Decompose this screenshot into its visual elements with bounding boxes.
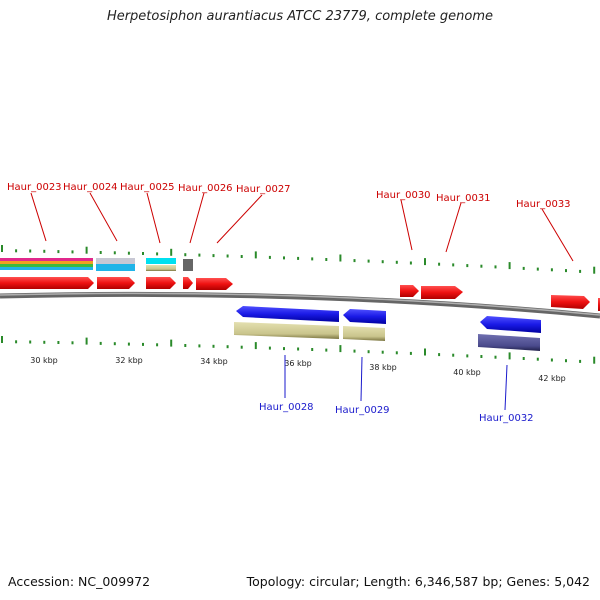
kbp-label: 42 kbp	[538, 374, 566, 383]
genome-summary-text: Topology: circular; Length: 6,346,587 bp…	[246, 574, 590, 589]
gene-arrow-0026	[183, 277, 193, 289]
kbp-label: 36 kbp	[284, 359, 312, 368]
gene-arrow-0031	[421, 286, 463, 299]
feature-tracks	[0, 258, 193, 271]
forward-genes	[0, 277, 600, 311]
gene-arrow-0028	[236, 306, 339, 322]
leader-0024	[89, 192, 118, 242]
track-gray-0024	[96, 258, 135, 264]
kbp-labels: 30 kbp 32 kbp 34 kbp 36 kbp 38 kbp 40 kb…	[30, 356, 566, 383]
track-lightblue	[0, 267, 93, 270]
track-green	[0, 264, 93, 267]
kbp-label: 30 kbp	[30, 356, 58, 365]
gene-label-0033[interactable]: Haur_0033	[516, 199, 571, 210]
track-khaki-0029	[343, 326, 385, 341]
leader-0027	[216, 194, 263, 244]
gene-label-0023[interactable]: Haur_0023	[7, 182, 62, 193]
track-magenta	[0, 258, 93, 261]
track-khaki-0025	[146, 265, 176, 271]
gene-label-0031[interactable]: Haur_0031	[436, 193, 491, 204]
leader-0026	[189, 192, 205, 244]
reverse-tracks	[234, 322, 540, 351]
genome-title: Herpetosiphon aurantiacus ATCC 23779, co…	[106, 9, 494, 24]
leader-0033	[541, 208, 574, 262]
leader-0029	[360, 356, 363, 402]
reverse-leader-lines	[284, 355, 508, 411]
gene-label-0028[interactable]: Haur_0028	[259, 402, 314, 413]
gene-arrow-0027	[196, 278, 233, 290]
leader-0025	[146, 192, 161, 244]
track-slate-0032	[478, 334, 540, 351]
track-cyan-0025	[146, 258, 176, 264]
leader-0030	[400, 199, 413, 251]
reverse-genes	[236, 306, 541, 333]
gene-arrow-0032	[480, 316, 541, 333]
gene-arrow-0029	[343, 309, 386, 324]
outer-tick-track	[1, 245, 596, 274]
kbp-label: 38 kbp	[369, 363, 397, 372]
gene-arrow-0024	[97, 277, 135, 289]
gene-arrow-0033	[551, 295, 590, 309]
gene-arrow-0030	[400, 285, 419, 297]
inner-tick-track	[1, 336, 596, 364]
gene-label-0026[interactable]: Haur_0026	[178, 183, 233, 194]
forward-gene-labels: Haur_0023 Haur_0024 Haur_0025 Haur_0026 …	[7, 182, 571, 210]
gene-label-0024[interactable]: Haur_0024	[63, 182, 118, 193]
gene-arrow-0023	[0, 277, 94, 289]
track-orange	[0, 261, 93, 264]
gene-label-0025[interactable]: Haur_0025	[120, 182, 175, 193]
track-dark-0026	[183, 259, 193, 271]
gene-label-0029[interactable]: Haur_0029	[335, 405, 390, 416]
gene-label-0030[interactable]: Haur_0030	[376, 190, 431, 201]
kbp-label: 32 kbp	[115, 356, 143, 365]
gene-arrow-0025	[146, 277, 176, 289]
track-blue-0024	[96, 264, 135, 271]
leader-0031	[445, 202, 462, 253]
forward-leader-lines	[30, 192, 574, 262]
reverse-gene-labels: Haur_0028 Haur_0029 Haur_0032	[259, 402, 534, 424]
leader-0023	[30, 192, 47, 242]
track-khaki-0028	[234, 322, 339, 339]
kbp-label: 34 kbp	[200, 357, 228, 366]
leader-0032	[504, 364, 508, 411]
kbp-label: 40 kbp	[453, 368, 481, 377]
gene-label-0027[interactable]: Haur_0027	[236, 184, 291, 195]
gene-label-0032[interactable]: Haur_0032	[479, 413, 534, 424]
genome-backbone	[0, 291, 600, 319]
accession-text: Accession: NC_009972	[8, 574, 151, 589]
